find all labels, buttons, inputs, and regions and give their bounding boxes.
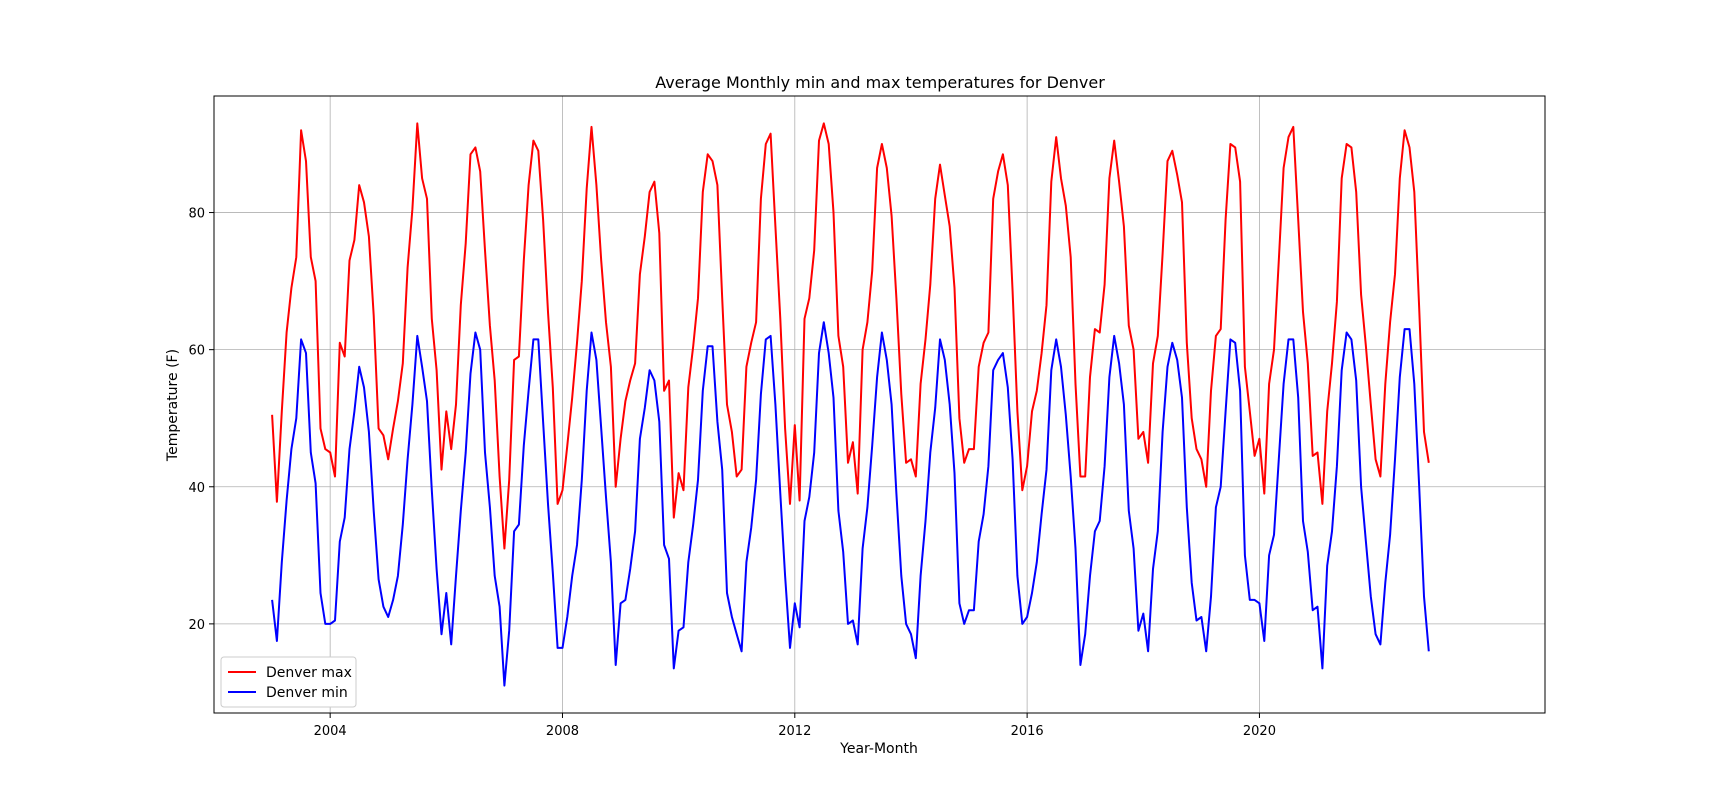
legend-frame	[220, 656, 357, 708]
x-tick-label: 2012	[778, 724, 811, 739]
x-tick-label: 2008	[546, 724, 579, 739]
plot-area-frame	[213, 95, 1546, 714]
x-tick-label: 2020	[1243, 724, 1276, 739]
plot-lines	[271, 122, 1430, 687]
x-tick-label: 2016	[1011, 724, 1044, 739]
legend-label-max: Denver max	[266, 665, 352, 681]
legend-label-min: Denver min	[266, 685, 348, 701]
series-line-max	[271, 122, 1430, 550]
chart-title: Average Monthly min and max temperatures…	[655, 73, 1105, 92]
y-tick-label: 60	[188, 344, 205, 359]
y-tick-label: 80	[188, 207, 205, 222]
x-axis-label: Year-Month	[839, 741, 918, 757]
y-axis-ticks: 20 40 60 80	[188, 207, 214, 633]
y-tick-label: 40	[188, 481, 205, 496]
series-line-min	[271, 321, 1430, 687]
legend: Denver max Denver min	[220, 656, 357, 708]
x-axis-ticks: 2004 2008 2012 2016 2020	[314, 713, 1276, 739]
y-axis-label: Temperature (F)	[165, 349, 181, 462]
y-tick-label: 20	[188, 618, 205, 633]
x-tick-label: 2004	[314, 724, 347, 739]
